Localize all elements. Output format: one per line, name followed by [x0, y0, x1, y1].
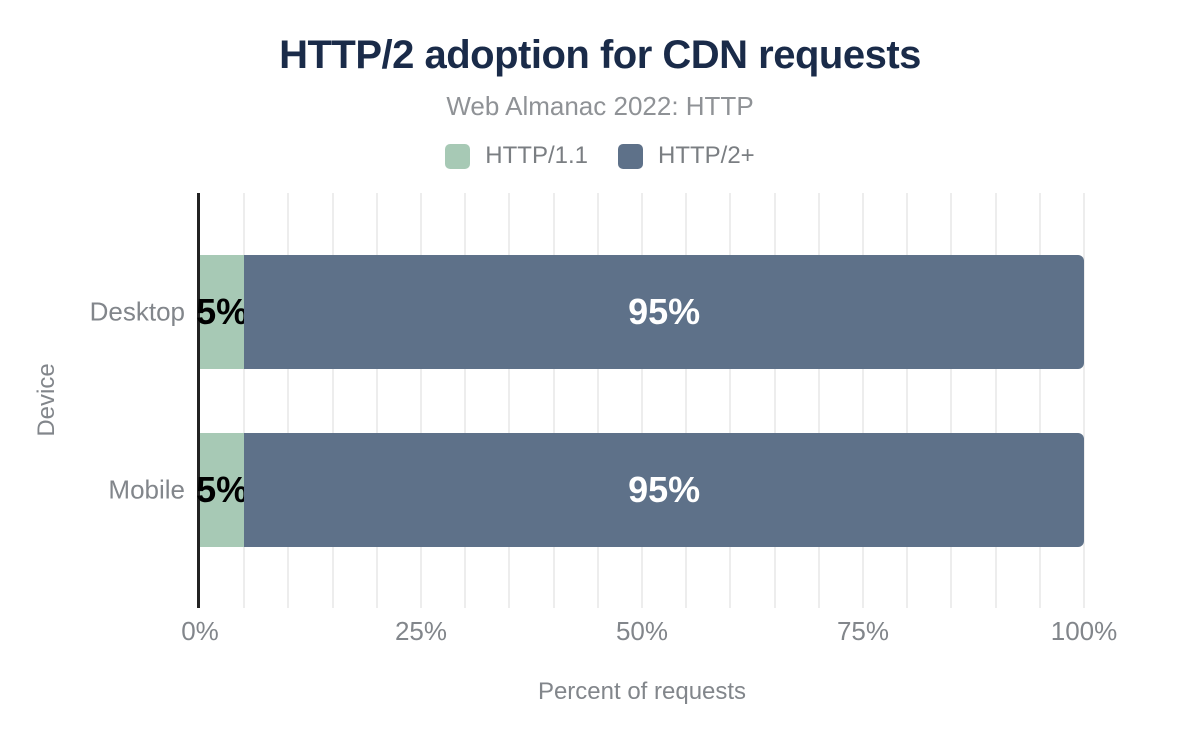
x-axis-title: Percent of requests — [537, 678, 747, 705]
gridline — [596, 193, 599, 608]
x-tick-label: 75% — [836, 616, 890, 646]
gridline — [641, 193, 643, 608]
category-label: Desktop — [89, 296, 185, 327]
gridline — [950, 193, 953, 608]
chart-title: HTTP/2 adoption for CDN requests — [279, 33, 921, 77]
category-label: Mobile — [108, 474, 185, 505]
gridline — [994, 193, 997, 608]
x-tick-label: 100% — [1050, 616, 1118, 646]
bar-value-label: 5% — [196, 469, 249, 510]
y-axis-title: Device — [33, 363, 60, 437]
gridline — [508, 193, 511, 608]
bar-segment[interactable] — [200, 433, 245, 547]
bar-value-label: 95% — [628, 469, 701, 510]
legend-label: HTTP/1.1 — [485, 142, 588, 169]
gridline — [817, 193, 820, 608]
gridline — [1038, 193, 1041, 608]
gridline — [729, 193, 732, 608]
bar-value-label: 5% — [196, 291, 249, 332]
gridline — [375, 193, 378, 608]
plot-area: Desktop 5% 95% Mobile 5% 95% — [90, 193, 1085, 608]
legend-item[interactable]: HTTP/2+ — [618, 142, 755, 170]
gridline — [464, 193, 467, 608]
y-axis-line — [197, 193, 200, 608]
legend-label: HTTP/2+ — [658, 142, 755, 169]
gridline — [552, 193, 555, 608]
bar-segment[interactable] — [200, 255, 245, 369]
legend-swatch-icon — [445, 143, 471, 169]
legend-item[interactable]: HTTP/1.1 — [445, 142, 588, 170]
bar-segment[interactable] — [244, 433, 1084, 547]
x-tick-label: 25% — [394, 616, 448, 646]
gridline — [287, 193, 290, 608]
legend: HTTP/1.1 HTTP/2+ — [0, 142, 1200, 170]
x-tick-label: 0% — [181, 616, 219, 646]
chart-subtitle: Web Almanac 2022: HTTP — [446, 91, 754, 121]
gridline — [685, 193, 688, 608]
gridline — [1083, 193, 1085, 608]
gridline — [243, 193, 246, 608]
gridline — [862, 193, 864, 608]
bar-value-label: 95% — [628, 291, 701, 332]
gridline — [906, 193, 909, 608]
gridline — [420, 193, 422, 608]
legend-swatch-icon — [618, 143, 643, 169]
x-tick-label: 50% — [615, 616, 669, 646]
x-axis-tick-labels: 0% 25% 50% 75% 100% — [181, 612, 1117, 646]
gridline — [773, 193, 776, 608]
bar-segment[interactable] — [244, 255, 1084, 369]
gridline — [331, 193, 334, 608]
